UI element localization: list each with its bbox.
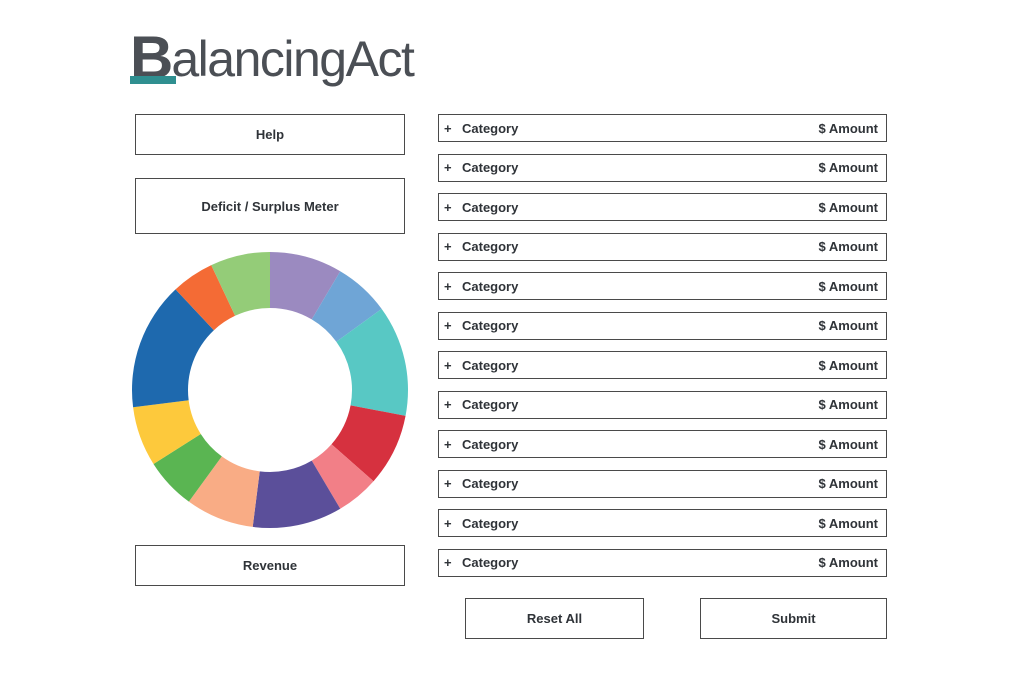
category-label: Category xyxy=(462,318,519,333)
category-amount: $ Amount xyxy=(818,278,878,294)
category-label: Category xyxy=(462,278,519,294)
category-amount: $ Amount xyxy=(818,239,878,254)
category-row[interactable]: + Category $ Amount xyxy=(438,509,887,537)
donut-slice xyxy=(311,271,382,342)
expand-plus-icon[interactable]: + xyxy=(444,318,452,333)
category-row[interactable]: + Category $ Amount xyxy=(438,469,887,498)
donut-slice xyxy=(133,400,201,464)
help-label: Help xyxy=(255,127,285,142)
submit-label: Submit xyxy=(771,611,816,626)
reset-label: Reset All xyxy=(526,611,583,626)
expand-plus-icon[interactable]: + xyxy=(444,436,452,452)
category-label: Category xyxy=(462,397,519,412)
category-amount: $ Amount xyxy=(818,555,878,570)
expand-plus-icon[interactable]: + xyxy=(444,239,452,254)
donut-slice xyxy=(252,460,341,528)
category-list: + Category $ Amount + Category $ Amount + Categ… xyxy=(438,114,887,588)
expand-plus-icon[interactable]: + xyxy=(444,555,452,570)
expand-plus-icon[interactable]: + xyxy=(444,397,452,412)
budget-donut-chart xyxy=(132,252,408,528)
logo-letter: B xyxy=(130,28,176,88)
donut-slice xyxy=(132,289,214,408)
expand-plus-icon[interactable]: + xyxy=(444,357,452,373)
donut-slice xyxy=(336,308,408,416)
category-label: Category xyxy=(462,555,519,570)
meter-label: Deficit / Surplus Meter xyxy=(201,198,339,214)
expand-plus-icon[interactable]: + xyxy=(444,515,452,531)
category-amount: $ Amount xyxy=(818,318,878,333)
category-row[interactable]: + Category $ Amount xyxy=(438,548,887,577)
category-amount: $ Amount xyxy=(818,120,878,136)
category-row[interactable]: + Category $ Amount xyxy=(438,232,887,261)
category-amount: $ Amount xyxy=(818,160,878,175)
expand-plus-icon[interactable]: + xyxy=(444,199,452,215)
reset-all-button[interactable]: Reset All xyxy=(465,598,644,639)
category-amount: $ Amount xyxy=(818,476,878,491)
expand-plus-icon[interactable]: + xyxy=(444,278,452,294)
category-label: Category xyxy=(462,476,519,491)
category-row[interactable]: + Category $ Amount xyxy=(438,272,887,300)
donut-slice xyxy=(188,456,260,527)
category-label: Category xyxy=(462,436,519,452)
expand-plus-icon[interactable]: + xyxy=(444,476,452,491)
revenue-label: Revenue xyxy=(242,558,298,573)
category-label: Category xyxy=(462,199,519,215)
deficit-surplus-meter: Deficit / Surplus Meter xyxy=(135,178,405,234)
category-amount: $ Amount xyxy=(818,515,878,531)
revenue-button[interactable]: Revenue xyxy=(135,545,405,586)
category-amount: $ Amount xyxy=(818,436,878,452)
category-row[interactable]: + Category $ Amount xyxy=(438,430,887,458)
category-amount: $ Amount xyxy=(818,397,878,412)
category-row[interactable]: + Category $ Amount xyxy=(438,153,887,182)
logo-text: alancingAct xyxy=(171,31,415,87)
category-row[interactable]: + Category $ Amount xyxy=(438,114,887,142)
donut-slice xyxy=(175,265,236,331)
category-amount: $ Amount xyxy=(818,357,878,373)
donut-slice xyxy=(153,433,222,502)
category-row[interactable]: + Category $ Amount xyxy=(438,351,887,379)
category-row[interactable]: + Category $ Amount xyxy=(438,311,887,340)
donut-slice xyxy=(270,252,341,320)
category-label: Category xyxy=(462,120,519,136)
donut-slice xyxy=(211,252,270,316)
category-label: Category xyxy=(462,515,519,531)
category-amount: $ Amount xyxy=(818,199,878,215)
expand-plus-icon[interactable]: + xyxy=(444,120,452,136)
expand-plus-icon[interactable]: + xyxy=(444,160,452,175)
logo-underline xyxy=(130,76,176,84)
donut-slice xyxy=(311,444,374,509)
logo: B alancingAct xyxy=(130,26,415,88)
category-label: Category xyxy=(462,160,519,175)
submit-button[interactable]: Submit xyxy=(700,598,887,639)
category-label: Category xyxy=(462,357,519,373)
help-button[interactable]: Help xyxy=(135,114,405,155)
category-label: Category xyxy=(462,239,519,254)
category-row[interactable]: + Category $ Amount xyxy=(438,193,887,221)
category-row[interactable]: + Category $ Amount xyxy=(438,390,887,419)
donut-slice xyxy=(331,405,406,482)
